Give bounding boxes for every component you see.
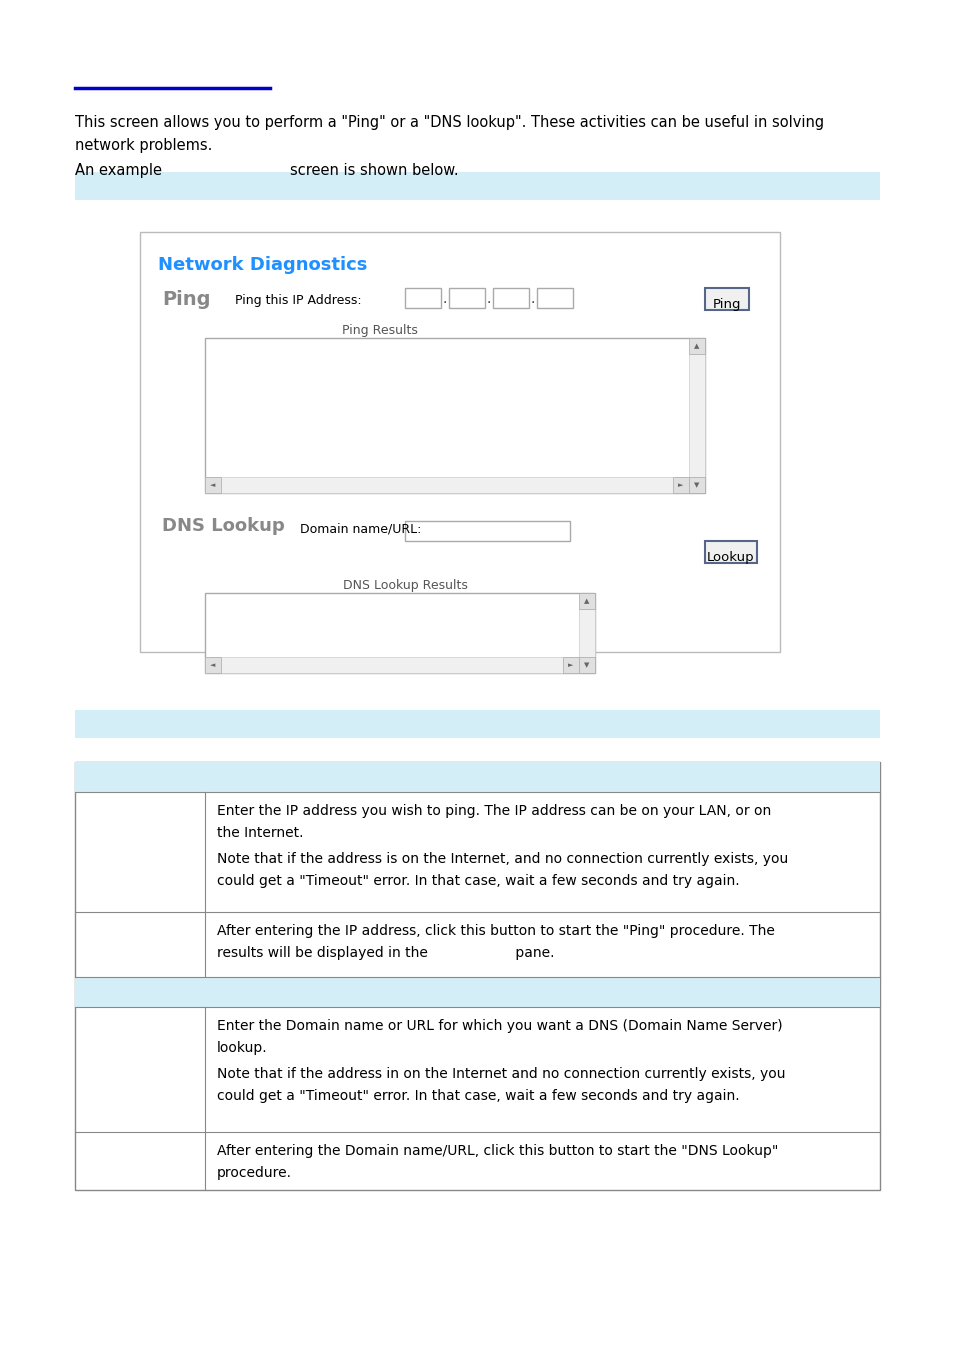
Bar <box>205 338 704 493</box>
Text: DNS Lookup: DNS Lookup <box>162 517 284 535</box>
Bar <box>205 657 578 674</box>
Text: could get a "Timeout" error. In that case, wait a few seconds and try again.: could get a "Timeout" error. In that cas… <box>216 875 739 888</box>
Text: DNS Lookup Results: DNS Lookup Results <box>342 579 467 593</box>
Text: procedure.: procedure. <box>216 1166 292 1180</box>
Text: the Internet.: the Internet. <box>216 826 303 840</box>
Text: Note that if the address is on the Internet, and no connection currently exists,: Note that if the address is on the Inter… <box>216 852 787 867</box>
Text: Ping Results: Ping Results <box>342 324 417 338</box>
Text: ►: ► <box>568 662 573 668</box>
Text: Lookup: Lookup <box>706 551 754 564</box>
Bar <box>688 477 704 493</box>
Text: ◄: ◄ <box>210 662 215 668</box>
Bar <box>449 288 484 308</box>
Text: Note that if the address in on the Internet and no connection currently exists, : Note that if the address in on the Inter… <box>216 1068 784 1081</box>
Text: lookup.: lookup. <box>216 1041 268 1054</box>
Text: ▲: ▲ <box>583 598 589 603</box>
Bar <box>75 710 879 738</box>
Bar <box>578 593 595 609</box>
Text: ►: ► <box>678 482 683 487</box>
Bar <box>688 354 704 477</box>
Bar <box>405 521 569 541</box>
Text: network problems.: network problems. <box>75 138 213 153</box>
Bar <box>140 232 780 652</box>
Text: Domain name/URL:: Domain name/URL: <box>299 522 421 535</box>
Bar <box>75 761 879 1189</box>
Text: ▼: ▼ <box>694 482 699 487</box>
Bar <box>704 541 757 563</box>
Text: Network Diagnostics: Network Diagnostics <box>158 256 367 274</box>
Text: screen is shown below.: screen is shown below. <box>290 163 458 178</box>
Bar <box>75 761 879 792</box>
Text: ▲: ▲ <box>694 343 699 350</box>
Text: After entering the IP address, click this button to start the "Ping" procedure. : After entering the IP address, click thi… <box>216 923 774 938</box>
Text: results will be displayed in the                    pane.: results will be displayed in the pane. <box>216 946 554 960</box>
Text: Ping: Ping <box>162 290 211 309</box>
Bar <box>672 477 688 493</box>
Text: could get a "Timeout" error. In that case, wait a few seconds and try again.: could get a "Timeout" error. In that cas… <box>216 1089 739 1103</box>
Bar <box>537 288 573 308</box>
Text: Ping this IP Address:: Ping this IP Address: <box>234 294 361 306</box>
Bar <box>578 657 595 674</box>
Bar <box>205 593 595 674</box>
Text: Ping: Ping <box>712 298 740 311</box>
Bar <box>205 477 688 493</box>
Text: Enter the IP address you wish to ping. The IP address can be on your LAN, or on: Enter the IP address you wish to ping. T… <box>216 805 770 818</box>
Bar <box>405 288 440 308</box>
Bar <box>704 288 748 311</box>
Bar <box>75 977 879 1007</box>
Bar <box>688 338 704 354</box>
Text: An example: An example <box>75 163 162 178</box>
Bar <box>75 171 879 200</box>
Bar <box>562 657 578 674</box>
Text: .: . <box>531 292 535 306</box>
Bar <box>205 657 221 674</box>
Text: After entering the Domain name/URL, click this button to start the "DNS Lookup": After entering the Domain name/URL, clic… <box>216 1143 778 1158</box>
Bar <box>493 288 529 308</box>
Bar <box>578 609 595 657</box>
Text: .: . <box>442 292 447 306</box>
Text: Enter the Domain name or URL for which you want a DNS (Domain Name Server): Enter the Domain name or URL for which y… <box>216 1019 781 1033</box>
Text: ▼: ▼ <box>583 662 589 668</box>
Text: ◄: ◄ <box>210 482 215 487</box>
Text: .: . <box>486 292 491 306</box>
Bar <box>205 477 221 493</box>
Text: This screen allows you to perform a "Ping" or a "DNS lookup". These activities c: This screen allows you to perform a "Pin… <box>75 115 823 130</box>
